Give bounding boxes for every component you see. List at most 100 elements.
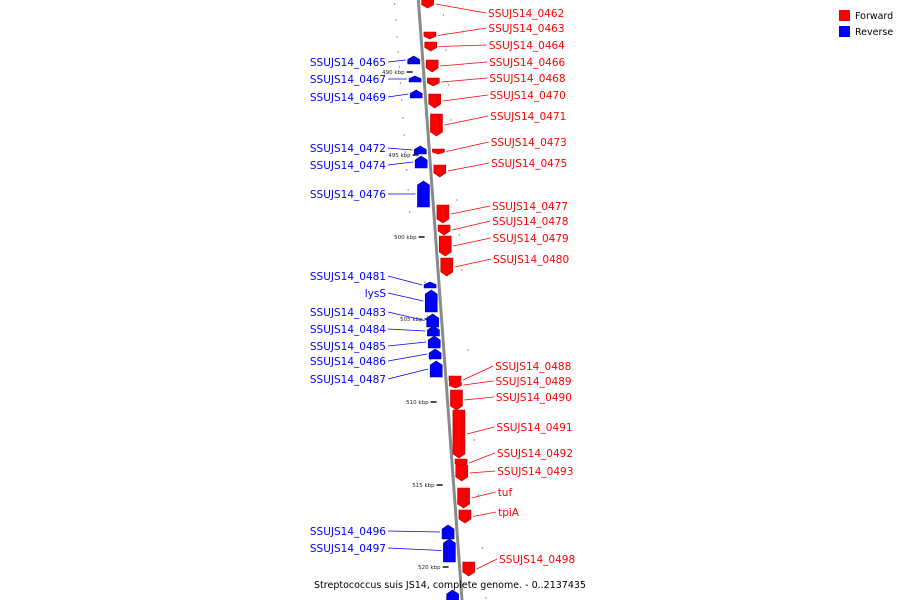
gene-label[interactable]: SSUJS14_0492 (497, 448, 573, 460)
gene-glyph[interactable] (417, 180, 430, 208)
gene-fwd[interactable]: tpiA (458, 507, 520, 524)
gene-glyph[interactable] (438, 235, 452, 257)
gene-glyph[interactable] (425, 59, 439, 73)
gene-label[interactable]: SSUJS14_0487 (310, 374, 386, 386)
gene-label[interactable]: SSUJS14_0467 (310, 74, 386, 86)
gene-fwd[interactable]: SSUJS14_0479 (438, 233, 569, 257)
gene-rev[interactable]: SSUJS14_0484 (310, 324, 440, 337)
gene-glyph[interactable] (414, 155, 428, 169)
gene-rev[interactable]: SSUJS14_0472 (310, 143, 427, 155)
gene-fwd[interactable]: SSUJS14_0463 (423, 23, 565, 40)
gene-rev[interactable]: SSUJS14_0465 (310, 55, 421, 69)
gene-label[interactable]: SSUJS14_0465 (310, 57, 386, 69)
gene-fwd[interactable]: SSUJS14_0475 (433, 158, 567, 178)
gene-glyph[interactable] (428, 348, 442, 360)
gene-label[interactable]: SSUJS14_0477 (492, 201, 568, 213)
gene-label[interactable]: SSUJS14_0480 (493, 254, 569, 266)
gene-label[interactable]: SSUJS14_0491 (496, 422, 572, 434)
gene-rev[interactable]: SSUJS14_0483 (310, 307, 439, 328)
gene-glyph[interactable] (432, 148, 445, 155)
gene-label[interactable]: SSUJS14_0496 (310, 526, 386, 538)
gene-fwd[interactable]: SSUJS14_0493 (455, 464, 574, 482)
gene-rev[interactable]: SSUJS14_0476 (310, 180, 430, 208)
gene-glyph[interactable] (458, 509, 472, 524)
gene-glyph[interactable] (430, 113, 443, 137)
gene-fwd[interactable]: SSUJS14_0471 (430, 111, 566, 137)
gene-glyph[interactable] (426, 313, 439, 328)
gene-rev[interactable]: SSUJS14_0485 (310, 335, 441, 353)
gene-label[interactable]: SSUJS14_0471 (490, 111, 566, 123)
gene-label[interactable]: SSUJS14_0483 (310, 307, 386, 319)
gene-glyph[interactable] (436, 204, 450, 224)
gene-label[interactable]: tpiA (498, 507, 520, 519)
gene-rev[interactable]: SSUJS14_0474 (310, 155, 428, 172)
gene-rev[interactable]: SSUJS14_0497 (310, 538, 456, 563)
gene-label[interactable]: SSUJS14_0464 (489, 40, 565, 52)
gene-label[interactable]: SSUJS14_0485 (310, 341, 386, 353)
gene-label[interactable]: SSUJS14_0473 (491, 137, 567, 149)
gene-glyph[interactable] (424, 41, 438, 52)
gene-glyph[interactable] (427, 77, 440, 87)
gene-glyph[interactable] (409, 89, 423, 99)
gene-glyph[interactable] (413, 145, 427, 155)
gene-label[interactable]: SSUJS14_0472 (310, 143, 386, 155)
gene-glyph[interactable] (433, 164, 447, 178)
gene-label[interactable]: SSUJS14_0476 (310, 189, 386, 201)
gene-rev[interactable]: SSUJS14_0467 (310, 74, 422, 86)
gene-glyph[interactable] (440, 257, 454, 277)
gene-rev[interactable]: SSUJS14_0481 (310, 271, 437, 289)
gene-fwd[interactable]: SSUJS14_0468 (427, 73, 566, 87)
gene-label[interactable]: SSUJS14_0466 (489, 57, 565, 69)
gene-label[interactable]: lysS (365, 288, 387, 300)
gene-glyph[interactable] (455, 464, 469, 482)
gene-label[interactable]: SSUJS14_0475 (491, 158, 567, 170)
gene-fwd[interactable]: SSUJS14_0466 (425, 57, 566, 73)
gene-fwd[interactable]: SSUJS14_0492 (454, 448, 573, 468)
gene-label[interactable]: SSUJS14_0468 (489, 73, 565, 85)
gene-fwd[interactable]: SSUJS14_0473 (432, 137, 567, 155)
gene-label[interactable]: SSUJS14_0497 (310, 543, 386, 555)
gene-fwd[interactable]: SSUJS14_0470 (428, 90, 566, 109)
gene-label[interactable]: SSUJS14_0486 (310, 356, 386, 368)
gene-glyph[interactable] (407, 55, 421, 65)
gene-fwd[interactable]: SSUJS14_0491 (452, 409, 573, 459)
gene-label[interactable]: SSUJS14_0488 (495, 361, 571, 373)
gene-fwd[interactable]: SSUJS14_0489 (449, 376, 572, 389)
gene-glyph[interactable] (423, 281, 437, 289)
gene-glyph[interactable] (452, 409, 466, 459)
gene-glyph[interactable] (443, 538, 456, 563)
gene-fwd[interactable]: tuf (457, 487, 513, 509)
gene-label[interactable]: SSUJS14_0490 (496, 392, 572, 404)
gene-label[interactable]: SSUJS14_0474 (310, 160, 386, 172)
gene-glyph[interactable] (428, 93, 442, 109)
gene-label[interactable]: SSUJS14_0498 (499, 554, 575, 566)
gene-label[interactable]: SSUJS14_0470 (490, 90, 566, 102)
gene-glyph[interactable] (421, 0, 434, 9)
gene-glyph[interactable] (450, 389, 463, 411)
gene-glyph[interactable] (457, 487, 470, 509)
gene-glyph[interactable] (446, 589, 459, 600)
gene-glyph[interactable] (408, 75, 422, 83)
gene-label[interactable]: SSUJS14_0489 (495, 376, 571, 388)
gene-rev[interactable]: lysS (365, 288, 438, 313)
gene-glyph[interactable] (449, 381, 462, 389)
gene-glyph[interactable] (423, 31, 437, 40)
gene-glyph[interactable] (437, 224, 451, 236)
gene-glyph[interactable] (427, 335, 441, 349)
gene-glyph[interactable] (424, 289, 438, 313)
gene-label[interactable]: SSUJS14_0484 (310, 324, 386, 336)
gene-label[interactable]: SSUJS14_0493 (497, 466, 573, 478)
gene-fwd[interactable]: SSUJS14_0490 (450, 389, 572, 411)
gene-rev[interactable]: SSUJS14_0487 (310, 360, 443, 386)
gene-rev[interactable]: SSUJS14_0486 (310, 348, 442, 368)
gene-glyph[interactable] (462, 561, 476, 577)
gene-label[interactable]: SSUJS14_0469 (310, 92, 386, 104)
gene-fwd[interactable]: SSUJS14_0464 (424, 40, 565, 52)
gene-label[interactable]: SSUJS14_0462 (488, 8, 564, 20)
gene-rev[interactable]: SSUJS14_0469 (310, 89, 423, 104)
gene-label[interactable]: SSUJS14_0479 (493, 233, 569, 245)
gene-fwd[interactable]: SSUJS14_0480 (440, 254, 569, 277)
gene-glyph[interactable] (427, 325, 440, 337)
gene-rev[interactable] (446, 589, 459, 600)
gene-fwd[interactable]: SSUJS14_0477 (436, 201, 568, 224)
